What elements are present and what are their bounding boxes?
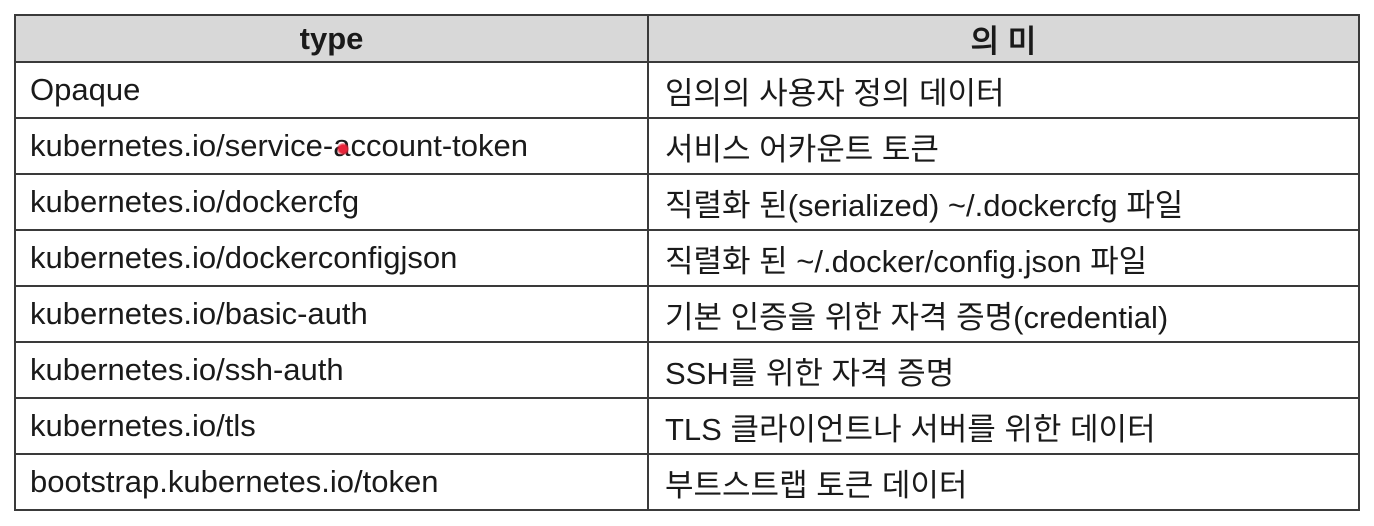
table-row: kubernetes.io/dockerconfigjson 직렬화 된 ~/.… xyxy=(14,229,1360,287)
table-row: kubernetes.io/dockercfg 직렬화 된(serialized… xyxy=(14,173,1360,231)
cell-type: kubernetes.io/tls xyxy=(14,397,649,455)
cell-type: bootstrap.kubernetes.io/token xyxy=(14,453,649,511)
table-row: bootstrap.kubernetes.io/token 부트스트랩 토큰 데… xyxy=(14,453,1360,511)
cell-meaning: SSH를 위한 자격 증명 xyxy=(647,341,1360,399)
cell-type: kubernetes.io/service-account-token xyxy=(14,117,649,175)
table-row: kubernetes.io/basic-auth 기본 인증을 위한 자격 증명… xyxy=(14,285,1360,343)
cell-meaning: 기본 인증을 위한 자격 증명(credential) xyxy=(647,285,1360,343)
secret-types-table-container: type 의 미 Opaque 임의의 사용자 정의 데이터 kubernete… xyxy=(14,14,1360,511)
header-meaning: 의 미 xyxy=(647,14,1360,63)
cell-meaning: TLS 클라이언트나 서버를 위한 데이터 xyxy=(647,397,1360,455)
header-type: type xyxy=(14,14,649,63)
table-row: kubernetes.io/tls TLS 클라이언트나 서버를 위한 데이터 xyxy=(14,397,1360,455)
cell-type: kubernetes.io/dockercfg xyxy=(14,173,649,231)
table-row: kubernetes.io/ssh-auth SSH를 위한 자격 증명 xyxy=(14,341,1360,399)
cell-type: Opaque xyxy=(14,61,649,119)
table-row: Opaque 임의의 사용자 정의 데이터 xyxy=(14,61,1360,119)
cell-type: kubernetes.io/ssh-auth xyxy=(14,341,649,399)
table-header-row: type 의 미 xyxy=(14,14,1360,63)
cell-type: kubernetes.io/basic-auth xyxy=(14,285,649,343)
cell-meaning: 임의의 사용자 정의 데이터 xyxy=(647,61,1360,119)
cell-type: kubernetes.io/dockerconfigjson xyxy=(14,229,649,287)
cell-meaning: 직렬화 된 ~/.docker/config.json 파일 xyxy=(647,229,1360,287)
cell-meaning: 서비스 어카운트 토큰 xyxy=(647,117,1360,175)
table-row: kubernetes.io/service-account-token 서비스 … xyxy=(14,117,1360,175)
secret-types-table: type 의 미 Opaque 임의의 사용자 정의 데이터 kubernete… xyxy=(14,14,1360,511)
cell-meaning: 부트스트랩 토큰 데이터 xyxy=(647,453,1360,511)
cell-meaning: 직렬화 된(serialized) ~/.dockercfg 파일 xyxy=(647,173,1360,231)
